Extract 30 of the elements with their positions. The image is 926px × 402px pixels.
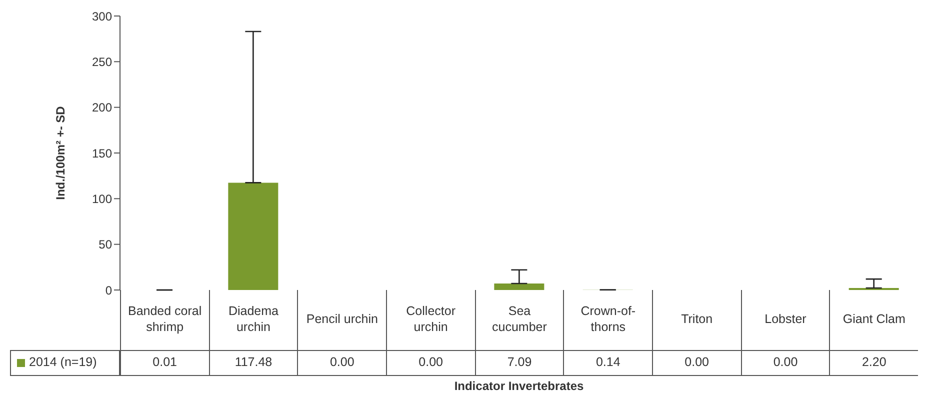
bar bbox=[228, 182, 278, 290]
x-tick-label: Lobster bbox=[740, 290, 830, 350]
data-label: 2.20 bbox=[829, 350, 918, 376]
data-label: 7.09 bbox=[474, 350, 564, 376]
data-label: 0.00 bbox=[386, 350, 475, 376]
x-tick-label: Giant Clam bbox=[829, 290, 918, 350]
y-tick-label: 300 bbox=[92, 9, 112, 24]
bar bbox=[494, 284, 544, 290]
data-label: 0.14 bbox=[563, 350, 652, 376]
x-tick-label: Banded coral shrimp bbox=[120, 290, 209, 350]
y-tick-label: 200 bbox=[92, 100, 112, 115]
x-tick-label: Sea cucumber bbox=[474, 290, 564, 350]
y-tick-label: 150 bbox=[92, 146, 112, 160]
x-axis-title: Indicator Invertebrates bbox=[453, 379, 585, 393]
legend-label: 2014 (n=19) bbox=[10, 350, 120, 376]
data-label: 0.00 bbox=[740, 350, 830, 376]
y-tick-label: 100 bbox=[92, 192, 112, 206]
data-label: 0.01 bbox=[120, 350, 209, 376]
x-tick-label: Triton bbox=[652, 290, 741, 350]
data-label: 0.00 bbox=[297, 350, 386, 376]
x-tick-label: Collector urchin bbox=[386, 290, 475, 350]
y-tick-label: 0 bbox=[105, 283, 112, 298]
data-label: 0.00 bbox=[652, 350, 741, 376]
y-axis-title: Ind./100m² +- SD bbox=[53, 106, 68, 200]
x-tick-label: Diadema urchin bbox=[208, 290, 298, 350]
x-tick-label: Pencil urchin bbox=[297, 290, 386, 350]
y-tick-label: 50 bbox=[98, 238, 112, 252]
x-tick-label: Crown-of-thorns bbox=[563, 290, 652, 350]
y-tick-label: 250 bbox=[92, 54, 112, 69]
data-label: 117.48 bbox=[208, 350, 298, 376]
